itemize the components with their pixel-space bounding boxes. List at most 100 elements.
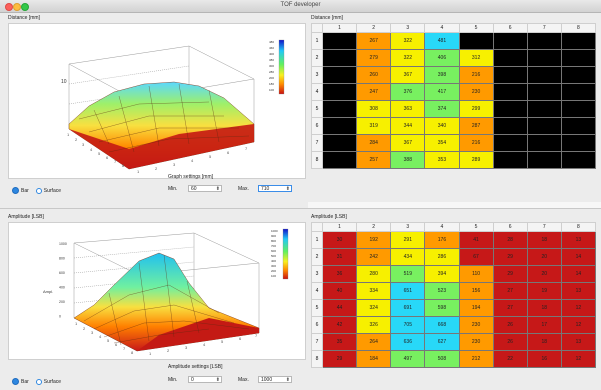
amplitude-cell[interactable]: 110: [458, 265, 494, 283]
amplitude-column-header[interactable]: 7: [526, 222, 562, 232]
amplitude-cell[interactable]: 291: [390, 231, 426, 249]
distance-cell[interactable]: [526, 100, 562, 118]
distance-surface-option[interactable]: Surface: [35, 187, 61, 194]
distance-cell[interactable]: 322: [390, 32, 426, 50]
amplitude-column-header[interactable]: 3: [390, 222, 426, 232]
amplitude-cell[interactable]: 31: [321, 248, 358, 266]
amplitude-cell[interactable]: 705: [390, 316, 426, 334]
distance-cell[interactable]: 388: [390, 151, 426, 169]
distance-cell[interactable]: [492, 66, 528, 84]
amplitude-cell[interactable]: 26: [492, 316, 528, 334]
amplitude-cell[interactable]: 28: [492, 231, 528, 249]
amplitude-cell[interactable]: 12: [560, 350, 597, 368]
distance-min-stepper[interactable]: 60 ⬍: [188, 185, 222, 192]
distance-cell[interactable]: [492, 83, 528, 101]
amplitude-cell[interactable]: 29: [321, 350, 358, 368]
amplitude-cell[interactable]: 22: [492, 350, 528, 368]
amplitude-cell[interactable]: 40: [321, 282, 358, 300]
distance-cell[interactable]: [560, 32, 597, 50]
distance-column-header[interactable]: 4: [424, 23, 460, 33]
amplitude-cell[interactable]: 324: [356, 299, 392, 317]
distance-row-header[interactable]: 3: [311, 66, 323, 84]
amplitude-column-header[interactable]: 6: [492, 222, 528, 232]
amplitude-cell[interactable]: 44: [321, 299, 358, 317]
distance-cell[interactable]: [526, 66, 562, 84]
distance-cell[interactable]: 367: [390, 134, 426, 152]
amplitude-cell[interactable]: 212: [458, 350, 494, 368]
amplitude-row-header[interactable]: 7: [311, 333, 323, 351]
distance-cell[interactable]: [492, 134, 528, 152]
distance-cell[interactable]: [526, 32, 562, 50]
amplitude-cell[interactable]: 434: [390, 248, 426, 266]
close-window-button[interactable]: [5, 3, 13, 11]
amplitude-cell[interactable]: 242: [356, 248, 392, 266]
distance-cell[interactable]: [560, 66, 597, 84]
distance-cell[interactable]: [321, 32, 358, 50]
amplitude-cell[interactable]: 691: [390, 299, 426, 317]
distance-cell[interactable]: [492, 49, 528, 67]
distance-cell[interactable]: 230: [458, 83, 494, 101]
distance-row-header[interactable]: 2: [311, 49, 323, 67]
distance-cell[interactable]: 260: [356, 66, 392, 84]
distance-cell[interactable]: [560, 83, 597, 101]
amplitude-cell[interactable]: 13: [560, 282, 597, 300]
distance-row-header[interactable]: 7: [311, 134, 323, 152]
distance-cell[interactable]: [321, 117, 358, 135]
amplitude-row-header[interactable]: 1: [311, 231, 323, 249]
distance-cell[interactable]: 322: [390, 49, 426, 67]
distance-cell[interactable]: [321, 66, 358, 84]
amplitude-cell[interactable]: 27: [492, 299, 528, 317]
distance-row-header[interactable]: 1: [311, 32, 323, 50]
amplitude-cell[interactable]: 627: [424, 333, 460, 351]
stepper-arrows-icon[interactable]: ⬍: [285, 377, 290, 383]
amplitude-cell[interactable]: 230: [458, 316, 494, 334]
distance-cell[interactable]: 308: [356, 100, 392, 118]
distance-cell[interactable]: [560, 49, 597, 67]
amplitude-cell[interactable]: 27: [492, 282, 528, 300]
distance-cell[interactable]: [321, 134, 358, 152]
distance-cell[interactable]: 216: [458, 66, 494, 84]
distance-cell[interactable]: 267: [356, 32, 392, 50]
distance-cell[interactable]: [526, 151, 562, 169]
distance-row-header[interactable]: 4: [311, 83, 323, 101]
amplitude-cell[interactable]: 18: [526, 299, 562, 317]
amplitude-bar-option[interactable]: Bar: [12, 378, 29, 385]
amplitude-cell[interactable]: 12: [560, 316, 597, 334]
amplitude-row-header[interactable]: 2: [311, 248, 323, 266]
distance-cell[interactable]: [321, 83, 358, 101]
distance-cell[interactable]: [526, 83, 562, 101]
amplitude-cell[interactable]: 18: [526, 333, 562, 351]
distance-cell[interactable]: [321, 49, 358, 67]
amplitude-row-header[interactable]: 5: [311, 299, 323, 317]
amplitude-column-header[interactable]: 5: [458, 222, 494, 232]
amplitude-cell[interactable]: 41: [458, 231, 494, 249]
amplitude-cell[interactable]: 508: [424, 350, 460, 368]
amplitude-cell[interactable]: 17: [526, 316, 562, 334]
distance-cell[interactable]: 284: [356, 134, 392, 152]
distance-bar-option[interactable]: Bar: [12, 187, 29, 194]
amplitude-cell[interactable]: 264: [356, 333, 392, 351]
distance-cell[interactable]: 374: [424, 100, 460, 118]
stepper-arrows-icon[interactable]: ⬍: [215, 377, 220, 383]
distance-cell[interactable]: 481: [424, 32, 460, 50]
distance-column-header[interactable]: 5: [458, 23, 494, 33]
distance-cell[interactable]: [560, 134, 597, 152]
amplitude-cell[interactable]: 497: [390, 350, 426, 368]
amplitude-column-header[interactable]: 2: [356, 222, 392, 232]
amplitude-cell[interactable]: 30: [321, 231, 358, 249]
distance-row-header[interactable]: 6: [311, 117, 323, 135]
zoom-window-button[interactable]: [21, 3, 29, 11]
distance-cell[interactable]: 376: [390, 83, 426, 101]
distance-max-stepper[interactable]: 710 ⬍: [258, 185, 292, 192]
distance-cell[interactable]: 216: [458, 134, 494, 152]
amplitude-min-stepper[interactable]: 0 ⬍: [188, 376, 222, 383]
amplitude-cell[interactable]: 20: [526, 248, 562, 266]
distance-cell[interactable]: [560, 117, 597, 135]
amplitude-cell[interactable]: 192: [356, 231, 392, 249]
amplitude-column-header[interactable]: 8: [560, 222, 597, 232]
amplitude-row-header[interactable]: 6: [311, 316, 323, 334]
amplitude-cell[interactable]: 184: [356, 350, 392, 368]
distance-cell[interactable]: [526, 117, 562, 135]
